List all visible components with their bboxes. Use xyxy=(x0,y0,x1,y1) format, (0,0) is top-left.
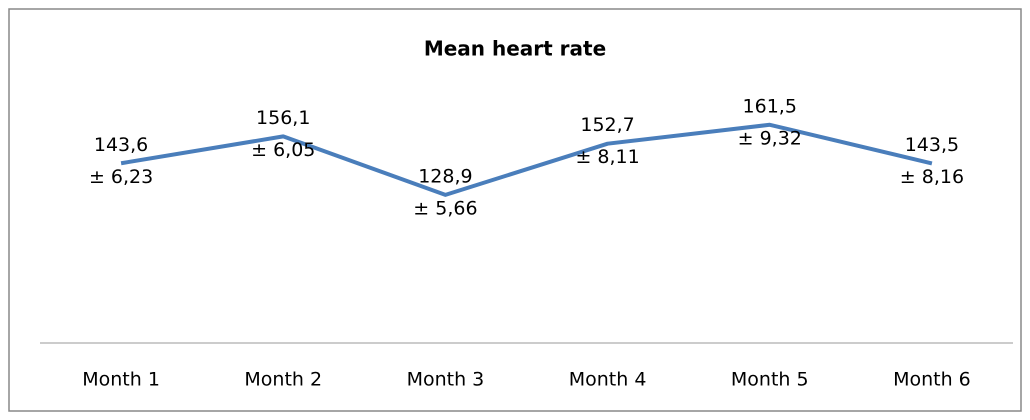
x-tick-label: Month 2 xyxy=(244,369,322,391)
line xyxy=(120,122,933,197)
x-tick-label: Month 4 xyxy=(569,369,647,391)
data-label: 156,1 xyxy=(256,107,310,129)
x-tick-label: Month 1 xyxy=(82,369,160,391)
error-label: ± 8,16 xyxy=(900,166,964,188)
data-label: 143,6 xyxy=(94,134,148,156)
data-label: 152,7 xyxy=(580,114,634,136)
data-label: 143,5 xyxy=(905,134,959,156)
chart-frame xyxy=(8,8,1022,412)
chart-title: Mean heart rate xyxy=(424,37,606,61)
data-label: 128,9 xyxy=(418,165,472,187)
error-label: ± 5,66 xyxy=(413,197,477,219)
error-label: ± 6,23 xyxy=(89,166,153,188)
x-tick-label: Month 3 xyxy=(407,369,485,391)
data-label: 161,5 xyxy=(743,95,797,117)
error-label: ± 6,05 xyxy=(251,139,315,161)
error-label: ± 9,32 xyxy=(738,127,802,149)
x-tick-label: Month 5 xyxy=(731,369,809,391)
error-label: ± 8,11 xyxy=(575,146,639,168)
x-tick-label: Month 6 xyxy=(893,369,971,391)
